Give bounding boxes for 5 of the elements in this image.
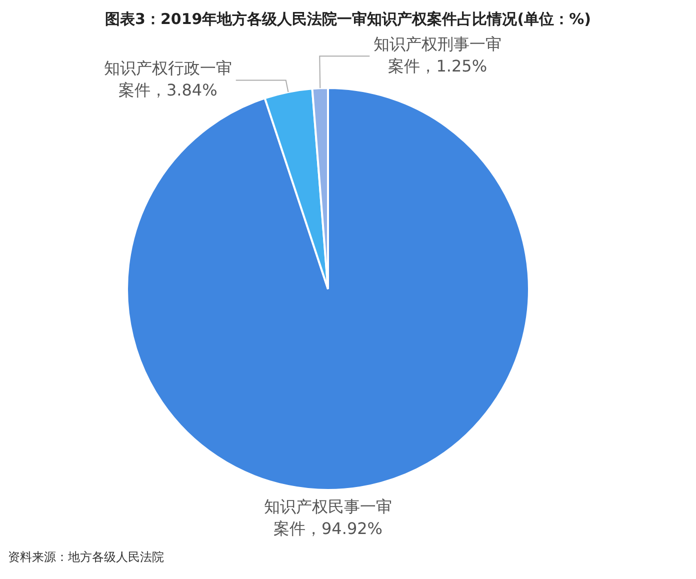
slice-label: 知识产权行政一审案件，3.84% [104, 58, 232, 100]
text: 资料来源：地方各级人民法院 [8, 550, 164, 564]
slice-label: 知识产权民事一审案件，94.92% [264, 497, 392, 538]
chart-title: 图表3：2019年地方各级人民法院一审知识产权案件占比情况(单位：%) [105, 10, 591, 28]
slice-label: 知识产权刑事一审案件，1.25% [374, 34, 502, 76]
